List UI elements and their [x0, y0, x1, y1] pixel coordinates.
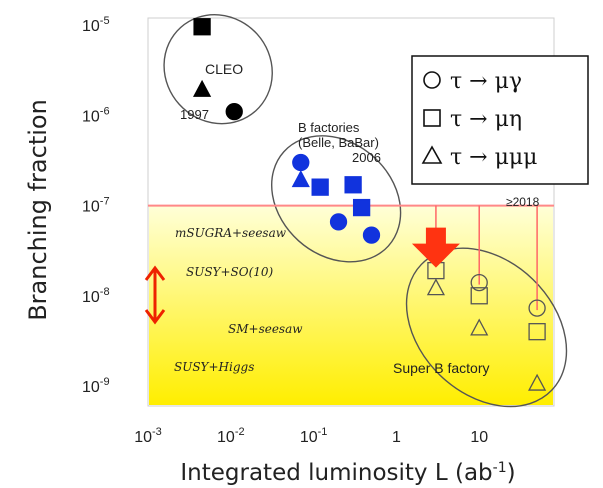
- data-point-circle: [225, 102, 243, 121]
- data-points: [144, 18, 547, 391]
- x-tick-label: 10: [470, 429, 488, 446]
- data-point-square: [528, 323, 546, 341]
- annotation-2006: 2006: [352, 150, 381, 165]
- data-point-square: [470, 287, 488, 305]
- annotation-2018: ≥2018: [506, 195, 540, 209]
- x-tick-label: 10-1: [300, 426, 328, 446]
- x-axis-title: Integrated luminosity L (ab-1): [180, 460, 515, 486]
- x-tick-labels: 10-3 10-2 10-1 1 10: [134, 426, 488, 446]
- data-point-circle: [292, 153, 310, 172]
- group-ellipses: [163, 14, 568, 408]
- x-tick-label: 1: [392, 429, 401, 446]
- y-tick-label: 10-5: [82, 15, 110, 35]
- prediction-band: [149, 205, 553, 405]
- data-point-circle: [528, 299, 546, 317]
- ellipse-b-factories: [270, 135, 402, 263]
- legend-circle-icon: [423, 71, 441, 89]
- data-point-triangle: [528, 373, 547, 391]
- legend-triangle-icon: [421, 145, 443, 164]
- y-tick-label: 10-6: [82, 105, 110, 125]
- annotation-cleo: CLEO: [205, 61, 243, 77]
- y-tick-label: 10-7: [82, 196, 110, 216]
- data-point-square: [311, 178, 329, 196]
- annotation-msugra-seesaw: mSUGRA+seesaw: [175, 226, 287, 240]
- annotations: CLEO 1997 B factories(Belle, BaBar)2006 ≥20…: [174, 61, 540, 376]
- legend-square-icon: [423, 109, 441, 127]
- legend-entry-label: τ → μμμ: [450, 145, 537, 170]
- legend: τ → μγ τ → μη τ → μμμ: [411, 55, 589, 185]
- ellipse-super-b: [405, 247, 568, 408]
- y-tick-labels: 10-9 10-8 10-7 10-6 10-5: [82, 15, 110, 396]
- legend-entry-label: τ → μγ: [450, 69, 522, 94]
- improvement-arrow: [411, 227, 460, 268]
- data-point-circle: [329, 213, 348, 231]
- annotation-susy-so-10: SUSY+SO(10): [186, 265, 274, 279]
- annotation-susy-higgs: SUSY+Higgs: [174, 360, 254, 374]
- annotation-super-b-factory: Super B factory: [393, 360, 490, 376]
- data-point-triangle: [291, 170, 310, 188]
- data-point-triangle: [426, 278, 446, 296]
- ellipse-cleo: [163, 14, 273, 125]
- annotation-1997: 1997: [180, 107, 209, 122]
- annotation-belle-babar: (Belle, BaBar): [298, 135, 379, 150]
- data-point-square: [352, 198, 371, 217]
- y-tick-label: 10-9: [82, 376, 110, 396]
- y-axis-title: Branching fraction: [24, 99, 52, 321]
- uncertainty-double-arrow: [144, 265, 166, 325]
- legend-entry-label: τ → μη: [450, 107, 522, 132]
- data-point-triangle: [193, 79, 212, 97]
- x-tick-label: 10-3: [134, 426, 162, 446]
- annotation-b-factories: B factories: [298, 120, 360, 135]
- annotation-sm-seesaw: SM+seesaw: [228, 322, 303, 336]
- data-point-square: [344, 176, 362, 194]
- data-point-circle: [470, 273, 488, 292]
- data-point-triangle: [470, 318, 489, 336]
- data-point-circle: [362, 226, 381, 244]
- y-tick-label: 10-8: [82, 286, 110, 306]
- data-point-square: [193, 18, 211, 36]
- x-tick-label: 10-2: [217, 426, 245, 446]
